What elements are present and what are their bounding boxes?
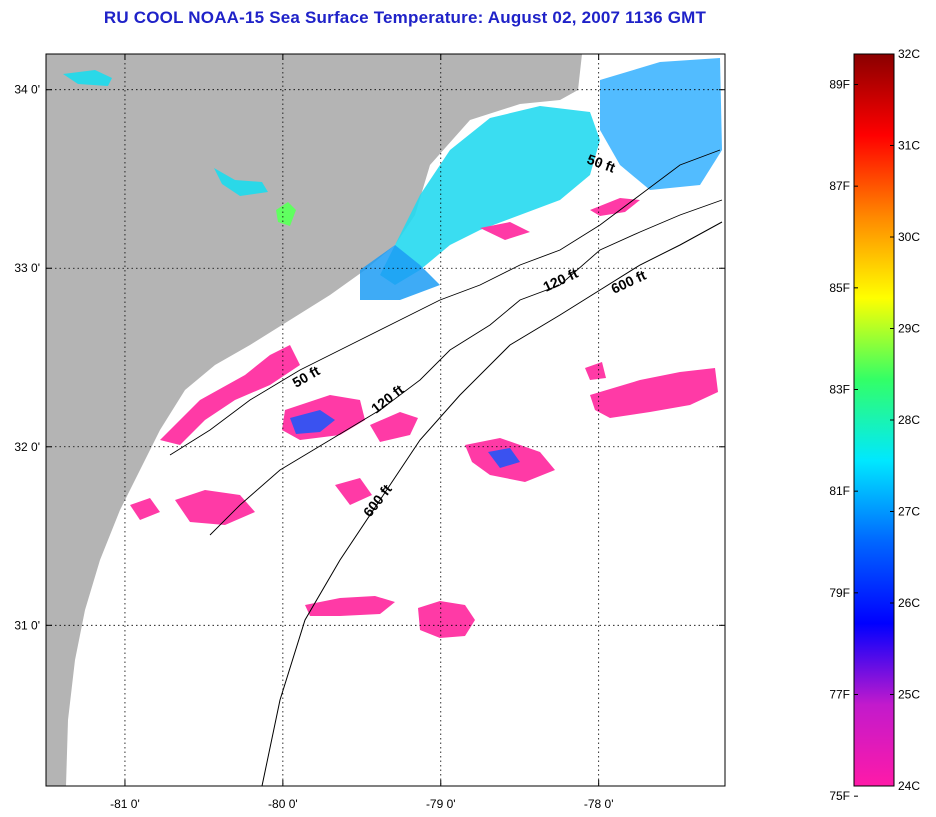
sst-pink-patch xyxy=(160,345,300,445)
colorbar-celsius-label: 31C xyxy=(898,139,920,153)
colorbar-celsius-label: 28C xyxy=(898,413,920,427)
colorbar-fahrenheit-label: 77F xyxy=(829,688,850,702)
colorbar-celsius-label: 26C xyxy=(898,596,920,610)
sst-pink-patch xyxy=(585,362,606,380)
sst-cyan-patch xyxy=(380,106,600,285)
sst-pink-patch xyxy=(130,498,160,520)
isobath-120ft xyxy=(209,199,723,536)
isobath-50ft xyxy=(169,149,721,456)
sst-cyan-patch xyxy=(360,245,440,300)
sst-pink-patch xyxy=(305,596,395,616)
lat-tick-label: 33 0' xyxy=(14,261,40,275)
sst-cyan-patch xyxy=(214,168,268,196)
sst-pink-patch xyxy=(590,198,640,216)
sst-cyan-patch xyxy=(276,202,296,226)
lat-tick-label: 32 0' xyxy=(14,440,40,454)
map-frame xyxy=(45,53,726,787)
sst-cyan-patch xyxy=(63,70,112,86)
lon-tick-label: -80 0' xyxy=(268,797,298,811)
sst-cyan-patch xyxy=(600,58,722,190)
colorbar-fahrenheit-label: 81F xyxy=(829,484,850,498)
colorbar-fahrenheit-label: 87F xyxy=(829,179,850,193)
colorbar-celsius-label: 25C xyxy=(898,688,920,702)
colorbar-fahrenheit-label: 79F xyxy=(829,586,850,600)
sst-pink-patch xyxy=(418,601,475,638)
sst-pink-patch xyxy=(480,222,530,240)
colorbar-fahrenheit-label: 85F xyxy=(829,281,850,295)
lon-tick-label: -78 0' xyxy=(584,797,614,811)
colorbar-gradient xyxy=(853,53,895,787)
graticule xyxy=(46,54,725,786)
lon-tick-label: -81 0' xyxy=(110,797,140,811)
sst-blue-patch xyxy=(488,448,520,468)
sst-pink-patch xyxy=(335,478,372,505)
map-title: RU COOL NOAA-15 Sea Surface Temperature:… xyxy=(103,8,707,27)
colorbar-celsius-label: 24C xyxy=(898,779,920,793)
colorbar-celsius-label: 30C xyxy=(898,230,920,244)
isobath-600ft xyxy=(261,221,723,787)
colorbar-celsius-label: 29C xyxy=(898,322,920,336)
lat-tick-label: 34 0' xyxy=(14,83,40,97)
lon-tick-label: -79 0' xyxy=(426,797,456,811)
colorbar-celsius-label: 27C xyxy=(898,505,920,519)
colorbar-fahrenheit-label: 83F xyxy=(829,383,850,397)
sst-pink-patch xyxy=(590,368,718,418)
sst-blue-patch xyxy=(290,410,335,434)
colorbar-fahrenheit-label: 75F xyxy=(829,789,850,803)
sst-pink-patch xyxy=(175,490,255,525)
colorbar-celsius-label: 32C xyxy=(898,47,920,61)
sst-pink-patch xyxy=(370,412,418,442)
colorbar-fahrenheit-label: 89F xyxy=(829,78,850,92)
lat-tick-label: 31 0' xyxy=(14,618,40,632)
land-area xyxy=(46,54,582,786)
